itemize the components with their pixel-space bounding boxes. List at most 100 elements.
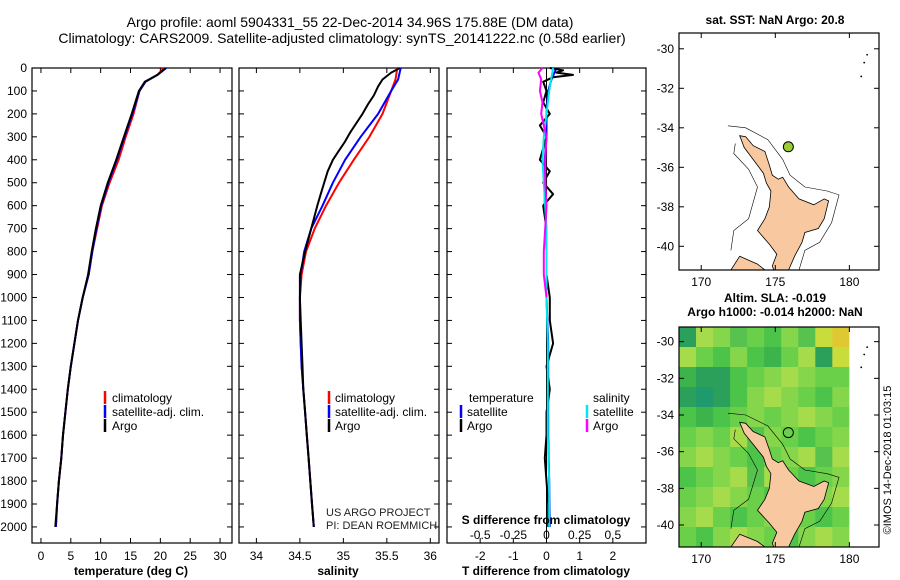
sla-map: 170 175 180 -30 -32 -34 -36 -38 -40 xyxy=(657,326,880,566)
depth-tick-label: 1800 xyxy=(0,474,27,488)
sla-cell xyxy=(832,467,850,488)
sla-cell xyxy=(747,467,765,488)
sla-cell xyxy=(832,487,850,508)
legend-satellite-adj: satellite-adj. clim. xyxy=(112,405,204,419)
sla-cell xyxy=(679,487,697,508)
map-y-tick-label: -40 xyxy=(657,239,675,253)
sla-cell xyxy=(815,407,833,428)
x-tick-label: 20 xyxy=(154,549,168,563)
series-line-salinity-argo xyxy=(537,67,548,298)
map-x-tick-label: 180 xyxy=(839,275,859,289)
s-diff-tick-label: -0.25 xyxy=(500,528,528,542)
sla-cell xyxy=(730,367,748,388)
land-south-island xyxy=(730,255,766,270)
sla-cell xyxy=(696,447,714,468)
depth-tick-label: 400 xyxy=(7,153,27,167)
sla-cell xyxy=(730,507,748,528)
argo-location-marker xyxy=(782,141,794,153)
temperature-legend: climatology satellite-adj. clim. Argo xyxy=(103,391,204,433)
depth-tick-label: 1000 xyxy=(0,290,27,304)
sla-cell xyxy=(713,427,731,448)
sla-cell xyxy=(730,347,748,368)
sla-cell xyxy=(764,407,782,428)
series-line-salinity-satellite xyxy=(541,67,555,527)
x-tick-label: 10 xyxy=(94,549,108,563)
x-tick-label: 0 xyxy=(38,549,45,563)
island-speck xyxy=(866,53,869,56)
map-y-tick-label: -40 xyxy=(657,518,675,532)
sla-cell xyxy=(713,447,731,468)
map-y-tick-label: -36 xyxy=(657,445,675,459)
depth-tick-label: 1700 xyxy=(0,451,27,465)
sla-cell xyxy=(679,367,697,388)
sla-cell xyxy=(713,527,731,547)
sla-cell xyxy=(798,327,816,348)
s-diff-tick-label: 0.5 xyxy=(604,528,621,542)
map-frame xyxy=(678,326,880,548)
sla-cell xyxy=(815,367,833,388)
sla-cell xyxy=(815,347,833,368)
sla-cell xyxy=(764,367,782,388)
sla-cell xyxy=(696,347,714,368)
x-tick-label: -2 xyxy=(475,549,486,563)
depth-tick-label: 1400 xyxy=(0,382,27,396)
map-x-tick-label: 170 xyxy=(691,275,711,289)
sla-cell xyxy=(713,327,731,348)
sla-cell xyxy=(815,327,833,348)
diff-legend-temp-title: temperature xyxy=(469,391,534,405)
map-y-tick-label: -38 xyxy=(657,200,675,214)
map-frame xyxy=(678,32,880,271)
sla-cell xyxy=(815,527,833,547)
sla-cell xyxy=(781,387,799,408)
salinity-panel: 34 34.5 35 35.5 36 xyxy=(238,67,440,563)
sla-cell xyxy=(730,467,748,488)
sla-cell xyxy=(713,467,731,488)
sal-legend-satellite-adj: satellite-adj. clim. xyxy=(335,405,427,419)
depth-contour xyxy=(730,429,758,529)
sla-cell xyxy=(713,407,731,428)
no-data-region xyxy=(849,327,879,547)
series-line-argo xyxy=(298,67,401,527)
sla-cell xyxy=(764,387,782,408)
sla-cell xyxy=(798,387,816,408)
sla-cell xyxy=(747,367,765,388)
sla-cell xyxy=(832,347,850,368)
s-diff-tick-label: -0.5 xyxy=(470,528,491,542)
sst-map: 170 175 180 -30 -32 -34 -36 -38 -40 xyxy=(657,32,880,289)
depth-tick-label: 1500 xyxy=(0,405,27,419)
depth-tick-label: 1900 xyxy=(0,497,27,511)
sla-cell xyxy=(679,467,697,488)
sal-legend-argo: Argo xyxy=(335,419,361,433)
x-tick-label: 1 xyxy=(576,549,583,563)
map-x-tick-label: 175 xyxy=(765,552,785,566)
s-diff-tick-label: 0 xyxy=(543,528,550,542)
sla-cell xyxy=(730,327,748,348)
sla-cell xyxy=(832,367,850,388)
sla-cell xyxy=(679,427,697,448)
difference-legend: temperature satellite Argo salinity sate… xyxy=(459,391,634,433)
x-tick-label: 34.5 xyxy=(288,549,312,563)
sla-cell xyxy=(679,407,697,428)
map-x-tick-label: 180 xyxy=(839,552,859,566)
sla-cell xyxy=(764,347,782,368)
land-north-island xyxy=(739,421,830,547)
sla-cell xyxy=(781,367,799,388)
sla-cell xyxy=(815,427,833,448)
island-speck xyxy=(860,366,863,369)
sla-cell xyxy=(747,487,765,508)
x-tick-label: 15 xyxy=(124,549,138,563)
depth-tick-label: 0 xyxy=(20,61,27,75)
title-line-1: Argo profile: aoml 5904331_55 22-Dec-201… xyxy=(127,14,574,30)
legend-argo: Argo xyxy=(112,419,138,433)
sla-cell xyxy=(713,367,731,388)
depth-tick-label: 1200 xyxy=(0,336,27,350)
sla-cell xyxy=(730,427,748,448)
map-y-tick-label: -38 xyxy=(657,481,675,495)
sla-cell xyxy=(730,387,748,408)
credit-line-2: PI: DEAN ROEMMICH xyxy=(326,520,437,532)
map-y-tick-label: -32 xyxy=(657,371,675,385)
land-south-island xyxy=(730,533,766,547)
sla-cell xyxy=(679,327,697,348)
map-x-tick-label: 170 xyxy=(691,552,711,566)
sla-cell xyxy=(679,507,697,528)
